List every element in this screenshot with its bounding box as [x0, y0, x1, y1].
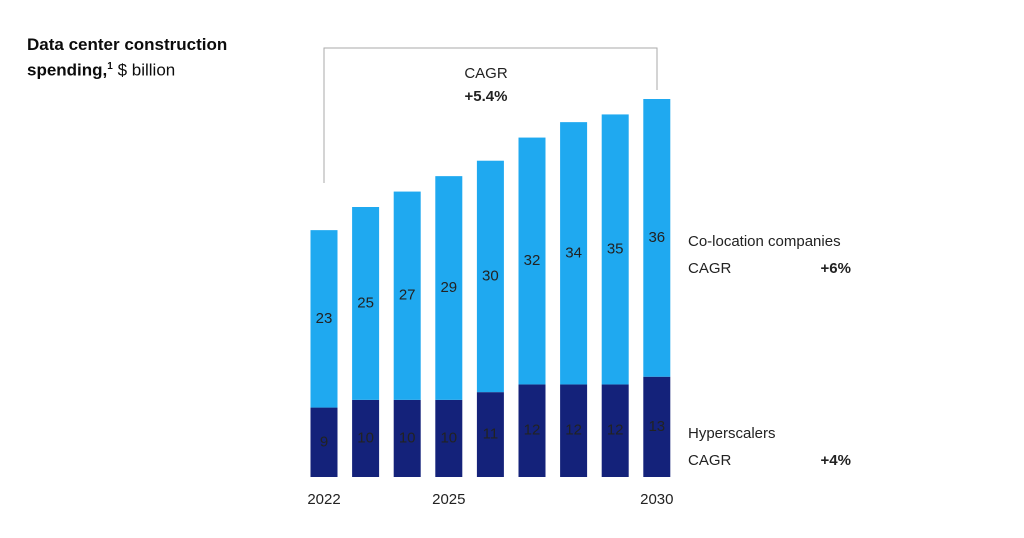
value-label: 12: [524, 422, 541, 439]
value-label: 12: [607, 422, 624, 439]
value-label: 11: [483, 426, 499, 443]
legend-cagr: +4%: [821, 452, 851, 469]
value-label: 10: [357, 429, 374, 446]
bar-segment: [643, 376, 671, 477]
bar-segment: [601, 384, 629, 477]
x-tick-label: 2030: [640, 491, 673, 508]
legend-cagr: +6%: [821, 260, 851, 277]
bar-segment: [643, 99, 671, 377]
value-label: 10: [399, 429, 416, 446]
value-label: 34: [565, 244, 582, 261]
bar-segment: [435, 399, 463, 477]
bar-segment: [476, 160, 504, 393]
value-label: 23: [316, 310, 333, 327]
bar-segment: [310, 230, 338, 408]
value-label: 25: [357, 294, 374, 311]
value-label: 10: [440, 429, 457, 446]
bar-segment: [393, 191, 421, 400]
x-tick-label: 2022: [307, 491, 340, 508]
chart-title: Data center construction spending,: [27, 35, 228, 80]
bar-segment: [518, 384, 546, 477]
value-label: 29: [440, 279, 457, 296]
legend-cagr-label: CAGR: [688, 452, 732, 469]
bar-segment: [352, 207, 380, 400]
legend-label: Co-location companies: [688, 233, 841, 250]
legend-cagr-label: CAGR: [688, 260, 732, 277]
total-cagr: +5.4%: [465, 88, 508, 105]
bar-segment: [476, 392, 504, 477]
legend-label: Hyperscalers: [688, 425, 776, 442]
bar-segment: [560, 122, 588, 385]
value-label: 35: [607, 240, 624, 257]
bar-segment: [518, 137, 546, 385]
value-label: 13: [648, 418, 665, 435]
title-block: Data center construction spending,1 $ bi…: [27, 34, 277, 82]
x-tick-label: 2025: [432, 491, 465, 508]
bar-segment: [601, 114, 629, 385]
value-label: 36: [648, 229, 665, 246]
total-cagr-label: CAGR: [464, 65, 508, 82]
cagr-bracket: [323, 47, 658, 183]
bar-segment: [560, 384, 588, 477]
footnote: 1: [107, 61, 113, 72]
bar-segment: [393, 399, 421, 477]
value-label: 30: [482, 267, 499, 284]
unit: $ billion: [117, 60, 176, 80]
bar-segment: [352, 399, 380, 477]
bar-segment: [435, 176, 463, 400]
value-label: 12: [565, 422, 582, 439]
bar-segment: [310, 407, 338, 477]
value-label: 9: [320, 433, 328, 450]
value-label: 32: [524, 252, 541, 269]
value-label: 27: [399, 287, 416, 304]
